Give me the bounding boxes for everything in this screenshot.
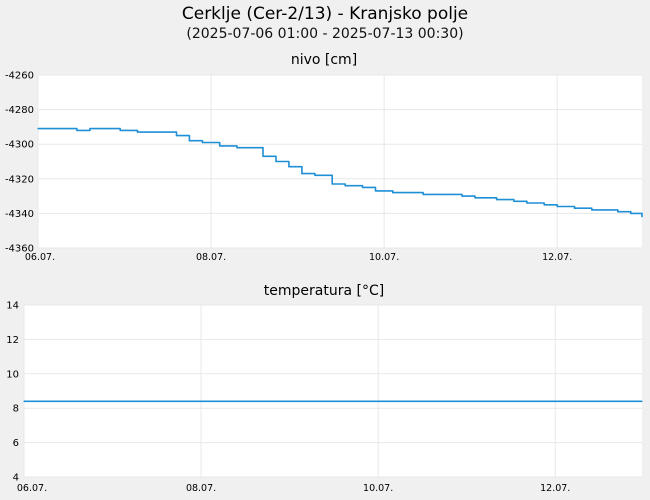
nivo-data-point xyxy=(344,185,346,187)
nivo-data-point xyxy=(374,190,377,192)
nivo-data-point xyxy=(604,209,606,211)
temperatura-x-tick-label: 10.07. xyxy=(363,483,393,494)
nivo-data-point xyxy=(201,141,204,144)
nivo-data-point xyxy=(314,174,316,176)
nivo-data-point xyxy=(543,204,545,206)
nivo-data-point xyxy=(162,131,165,133)
nivo-data-point xyxy=(461,195,463,197)
nivo-x-tick-label: 06.07. xyxy=(25,252,55,263)
nivo-data-point xyxy=(409,192,411,194)
nivo-data-point xyxy=(301,173,303,175)
temperatura-x-tick-label: 06.07. xyxy=(17,483,47,494)
nivo-data-point xyxy=(435,193,437,195)
temperatura-x-tick-label: 08.07. xyxy=(186,483,216,494)
nivo-data-point xyxy=(106,128,108,130)
nivo-data-point xyxy=(617,211,619,213)
temperatura-y-tick-label: 12 xyxy=(6,335,19,346)
nivo-data-point xyxy=(89,128,91,130)
temperatura-data-point xyxy=(23,400,25,402)
nivo-data-point xyxy=(526,202,528,204)
nivo-data-point xyxy=(448,193,450,195)
page-title: Cerklje (Cer-2/13) - Kranjsko polje xyxy=(181,4,469,24)
temperatura-x-tick-label: 12.07. xyxy=(540,483,570,494)
nivo-data-point xyxy=(175,134,178,137)
nivo-data-point xyxy=(37,128,39,130)
nivo-panel-title: nivo [cm] xyxy=(291,52,357,68)
nivo-data-point xyxy=(63,128,65,130)
nivo-data-point xyxy=(50,128,52,130)
nivo-data-point xyxy=(232,145,234,147)
nivo-data-point xyxy=(331,183,333,185)
nivo-data-point xyxy=(249,147,251,149)
nivo-x-tick-label: 10.07. xyxy=(369,252,399,263)
nivo-data-point xyxy=(630,212,632,214)
temperatura-plot-area xyxy=(24,305,642,477)
temperatura-panel-title: temperatura [°C] xyxy=(264,283,384,299)
nivo-data-point xyxy=(573,207,576,209)
nivo-data-point xyxy=(119,129,121,131)
temperatura-y-tick-label: 10 xyxy=(6,369,19,380)
temperatura-data-point xyxy=(641,400,643,402)
nivo-data-point xyxy=(422,193,424,195)
nivo-data-point xyxy=(76,129,78,131)
nivo-y-tick-label: -4300 xyxy=(5,140,34,151)
temperatura-y-tick-label: 8 xyxy=(13,404,19,415)
nivo-y-tick-label: -4340 xyxy=(5,209,34,220)
nivo-data-point xyxy=(392,192,394,194)
nivo-data-point xyxy=(123,129,126,131)
nivo-y-tick-label: -4320 xyxy=(5,174,34,185)
page-subtitle: (2025-07-06 01:00 - 2025-07-13 00:30) xyxy=(186,26,464,42)
nivo-y-tick-label: -4260 xyxy=(5,71,34,82)
nivo-data-point xyxy=(188,140,191,142)
nivo-x-tick-label: 08.07. xyxy=(196,252,226,263)
nivo-data-point xyxy=(262,155,264,157)
nivo-data-point xyxy=(236,147,238,149)
nivo-y-tick-label: -4360 xyxy=(5,244,34,255)
nivo-plot-area xyxy=(38,75,642,248)
nivo-data-point xyxy=(149,131,152,133)
nivo-data-point xyxy=(474,197,476,199)
nivo-y-tick-label: -4280 xyxy=(5,105,34,116)
nivo-data-point xyxy=(288,166,290,168)
nivo-data-point xyxy=(591,209,593,211)
nivo-data-point xyxy=(219,145,221,147)
nivo-data-point xyxy=(275,160,277,163)
nivo-data-point xyxy=(361,186,364,189)
nivo-data-point xyxy=(496,198,498,201)
temperatura-y-tick-label: 4 xyxy=(13,473,19,484)
nivo-data-point xyxy=(641,216,643,218)
nivo-data-point xyxy=(556,205,558,208)
nivo-data-point xyxy=(513,200,515,202)
temperatura-y-tick-label: 14 xyxy=(6,301,19,312)
temperatura-y-tick-label: 6 xyxy=(13,438,19,449)
nivo-data-point xyxy=(136,131,139,133)
nivo-x-tick-label: 12.07. xyxy=(542,252,572,263)
